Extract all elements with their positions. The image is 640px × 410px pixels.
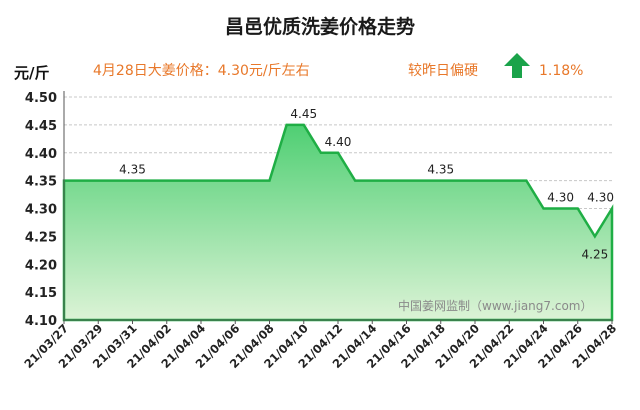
y-tick-label: 4.30 (25, 203, 57, 218)
price-headline: 4月28日大姜价格：4.30元/斤左右 (93, 63, 310, 79)
y-tick-label: 4.10 (25, 314, 57, 329)
data-label: 4.35 (119, 163, 146, 177)
y-tick-label: 4.40 (25, 147, 57, 162)
chart-title: 昌邑优质洗姜价格走势 (225, 15, 415, 38)
compare-label: 较昨日偏硬 (408, 63, 478, 79)
data-label: 4.30 (587, 191, 614, 205)
price-area-path (62, 123, 614, 322)
price-area (62, 123, 614, 322)
y-axis-ticks: 4.10 4.15 4.20 4.25 4.30 4.35 4.40 4.45 4.50 (25, 91, 57, 329)
data-labels: 4.35 4.45 4.40 4.35 4.30 4.25 4.30 (119, 107, 614, 262)
x-axis-ticks: 21/03/2721/03/2921/03/3121/04/0221/04/04… (21, 320, 619, 371)
y-tick-label: 4.20 (25, 258, 57, 273)
change-percent: 1.18% (539, 63, 583, 79)
up-arrow-icon (504, 53, 530, 78)
y-tick-label: 4.35 (25, 175, 57, 190)
data-label: 4.40 (325, 135, 352, 149)
y-axis-unit-label: 元/斤 (14, 64, 49, 82)
y-tick-label: 4.50 (25, 91, 57, 106)
data-label: 4.35 (427, 163, 454, 177)
y-tick-label: 4.15 (25, 286, 57, 301)
data-label: 4.45 (290, 107, 317, 121)
y-tick-label: 4.25 (25, 230, 57, 245)
y-tick-label: 4.45 (25, 119, 57, 134)
watermark: 中国姜网监制（www.jiang7.com） (398, 298, 592, 313)
data-label: 4.25 (582, 247, 609, 261)
data-label: 4.30 (547, 191, 574, 205)
